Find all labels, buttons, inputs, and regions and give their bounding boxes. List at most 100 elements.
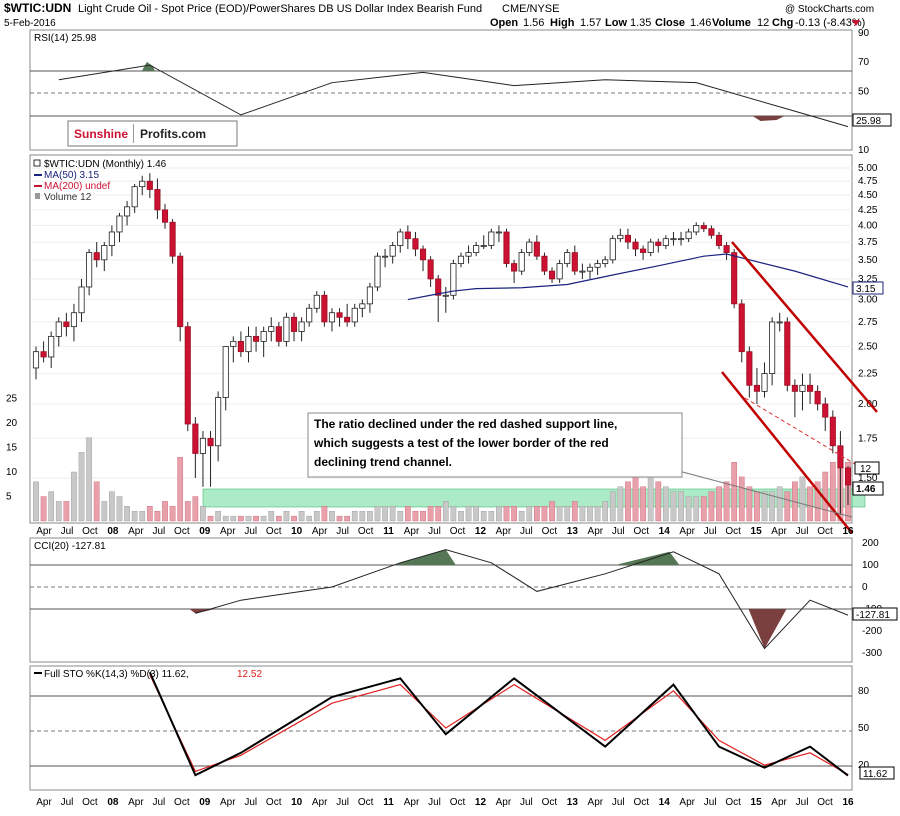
volume-bar [458, 511, 464, 522]
candle-body [731, 252, 738, 305]
candle-body [511, 263, 518, 272]
volume-bar [723, 481, 730, 522]
x-axis-label: Oct [358, 526, 374, 537]
legend-ma200: MA(200) undef [44, 181, 110, 192]
x-axis-label: Apr [220, 797, 236, 808]
x-axis-label: Oct [82, 526, 98, 537]
chart-date: 5-Feb-2016 [4, 18, 56, 29]
candle-body [101, 245, 108, 261]
candle-body [693, 225, 700, 233]
rsi-tick-label: 50 [858, 86, 870, 97]
volume-value: 12 [757, 17, 769, 29]
volume-bar [124, 506, 130, 522]
candle-body [177, 255, 184, 328]
x-axis-label: Oct [725, 526, 741, 537]
x-axis-label: Apr [771, 526, 787, 537]
candle-body [518, 252, 525, 272]
volume-bar [814, 481, 821, 522]
x-axis-label: Apr [220, 526, 236, 537]
volume-bar [404, 506, 411, 522]
x-axis-label: Jul [612, 797, 625, 808]
candle-body [192, 423, 199, 454]
volume-bar [71, 471, 77, 522]
candle-body [548, 270, 556, 280]
volume-bar [640, 486, 646, 522]
volume-bar [526, 506, 533, 522]
volume-bar [268, 511, 275, 522]
legend-main: $WTIC:UDN (Monthly) 1.46 [44, 159, 167, 170]
volume-bar [617, 486, 624, 522]
x-axis-label: Jul [796, 797, 809, 808]
candle-body [450, 263, 457, 296]
volume-bar [389, 506, 396, 522]
x-axis-label: 16 [842, 526, 854, 537]
rsi-panel: 9070503010 RSI(14) 25.98 25.98 Sunshine … [29, 28, 892, 156]
volume-bar [55, 501, 62, 522]
volume-bar [313, 511, 320, 522]
x-axis-label: Jul [520, 797, 533, 808]
candle-body [624, 234, 631, 243]
candle-body [708, 228, 715, 236]
volume-bar [518, 511, 525, 522]
price-tick-label: 1.75 [858, 433, 878, 444]
volume-bar [549, 501, 555, 522]
x-axis-label: Apr [404, 526, 420, 537]
candle-body [715, 234, 723, 246]
volume-bar [632, 471, 639, 522]
candle-body [769, 321, 776, 375]
volume-bar [685, 496, 692, 522]
volume-bar [207, 515, 214, 522]
volume-bar [761, 491, 768, 522]
x-axis-label: Jul [61, 526, 74, 537]
candle-body [526, 241, 533, 253]
candle-body [738, 303, 745, 353]
price-tick-label: 2.50 [858, 341, 878, 352]
volume-bar [93, 481, 100, 522]
x-axis-label: Apr [128, 797, 144, 808]
high-label: High [550, 17, 575, 29]
candle-body [700, 225, 707, 230]
logo-part1: Sunshine [74, 127, 128, 141]
volume-bar [731, 462, 738, 522]
rsi-tick-label: 10 [858, 145, 870, 156]
volume-bar [306, 515, 313, 522]
open-value: 1.56 [523, 17, 544, 29]
candle-body [495, 231, 502, 234]
volume-bar [496, 506, 502, 522]
x-axis-label: Jul [612, 526, 625, 537]
low-label: Low [605, 17, 627, 29]
candle-body [32, 351, 40, 369]
volume-bar [48, 491, 55, 522]
x-axis-label: 15 [751, 526, 763, 537]
x-axis-label: Apr [496, 797, 512, 808]
volume-bar [238, 515, 244, 522]
candle-body [344, 316, 351, 323]
candle-body [131, 186, 138, 208]
volume-bar [738, 476, 745, 522]
candle-body [541, 255, 548, 272]
x-axis-label: Oct [817, 526, 833, 537]
candlesticks [32, 173, 852, 515]
volume-bar [139, 511, 146, 522]
volume-bar [351, 511, 358, 522]
candle-body [260, 331, 267, 342]
high-value: 1.57 [580, 17, 601, 29]
candle-body [503, 231, 510, 264]
volume-bar [442, 501, 449, 522]
x-axis-label: Oct [266, 797, 282, 808]
candle-body [586, 266, 594, 272]
volume-bar [291, 515, 297, 522]
candle-body [594, 263, 601, 268]
volume-bar [647, 476, 654, 522]
x-axis-label: Jul [704, 526, 717, 537]
x-axis-label: Apr [679, 797, 695, 808]
rsi-tick-label: 70 [858, 57, 870, 68]
volume-bar [154, 511, 161, 522]
candle-body [799, 384, 806, 392]
x-axis-label: Oct [450, 526, 466, 537]
volume-bar [412, 511, 419, 522]
x-axis-label: Oct [542, 526, 558, 537]
candle-body [336, 312, 343, 318]
sto-tick-label: 20 [858, 760, 870, 771]
candle-body [822, 403, 829, 418]
